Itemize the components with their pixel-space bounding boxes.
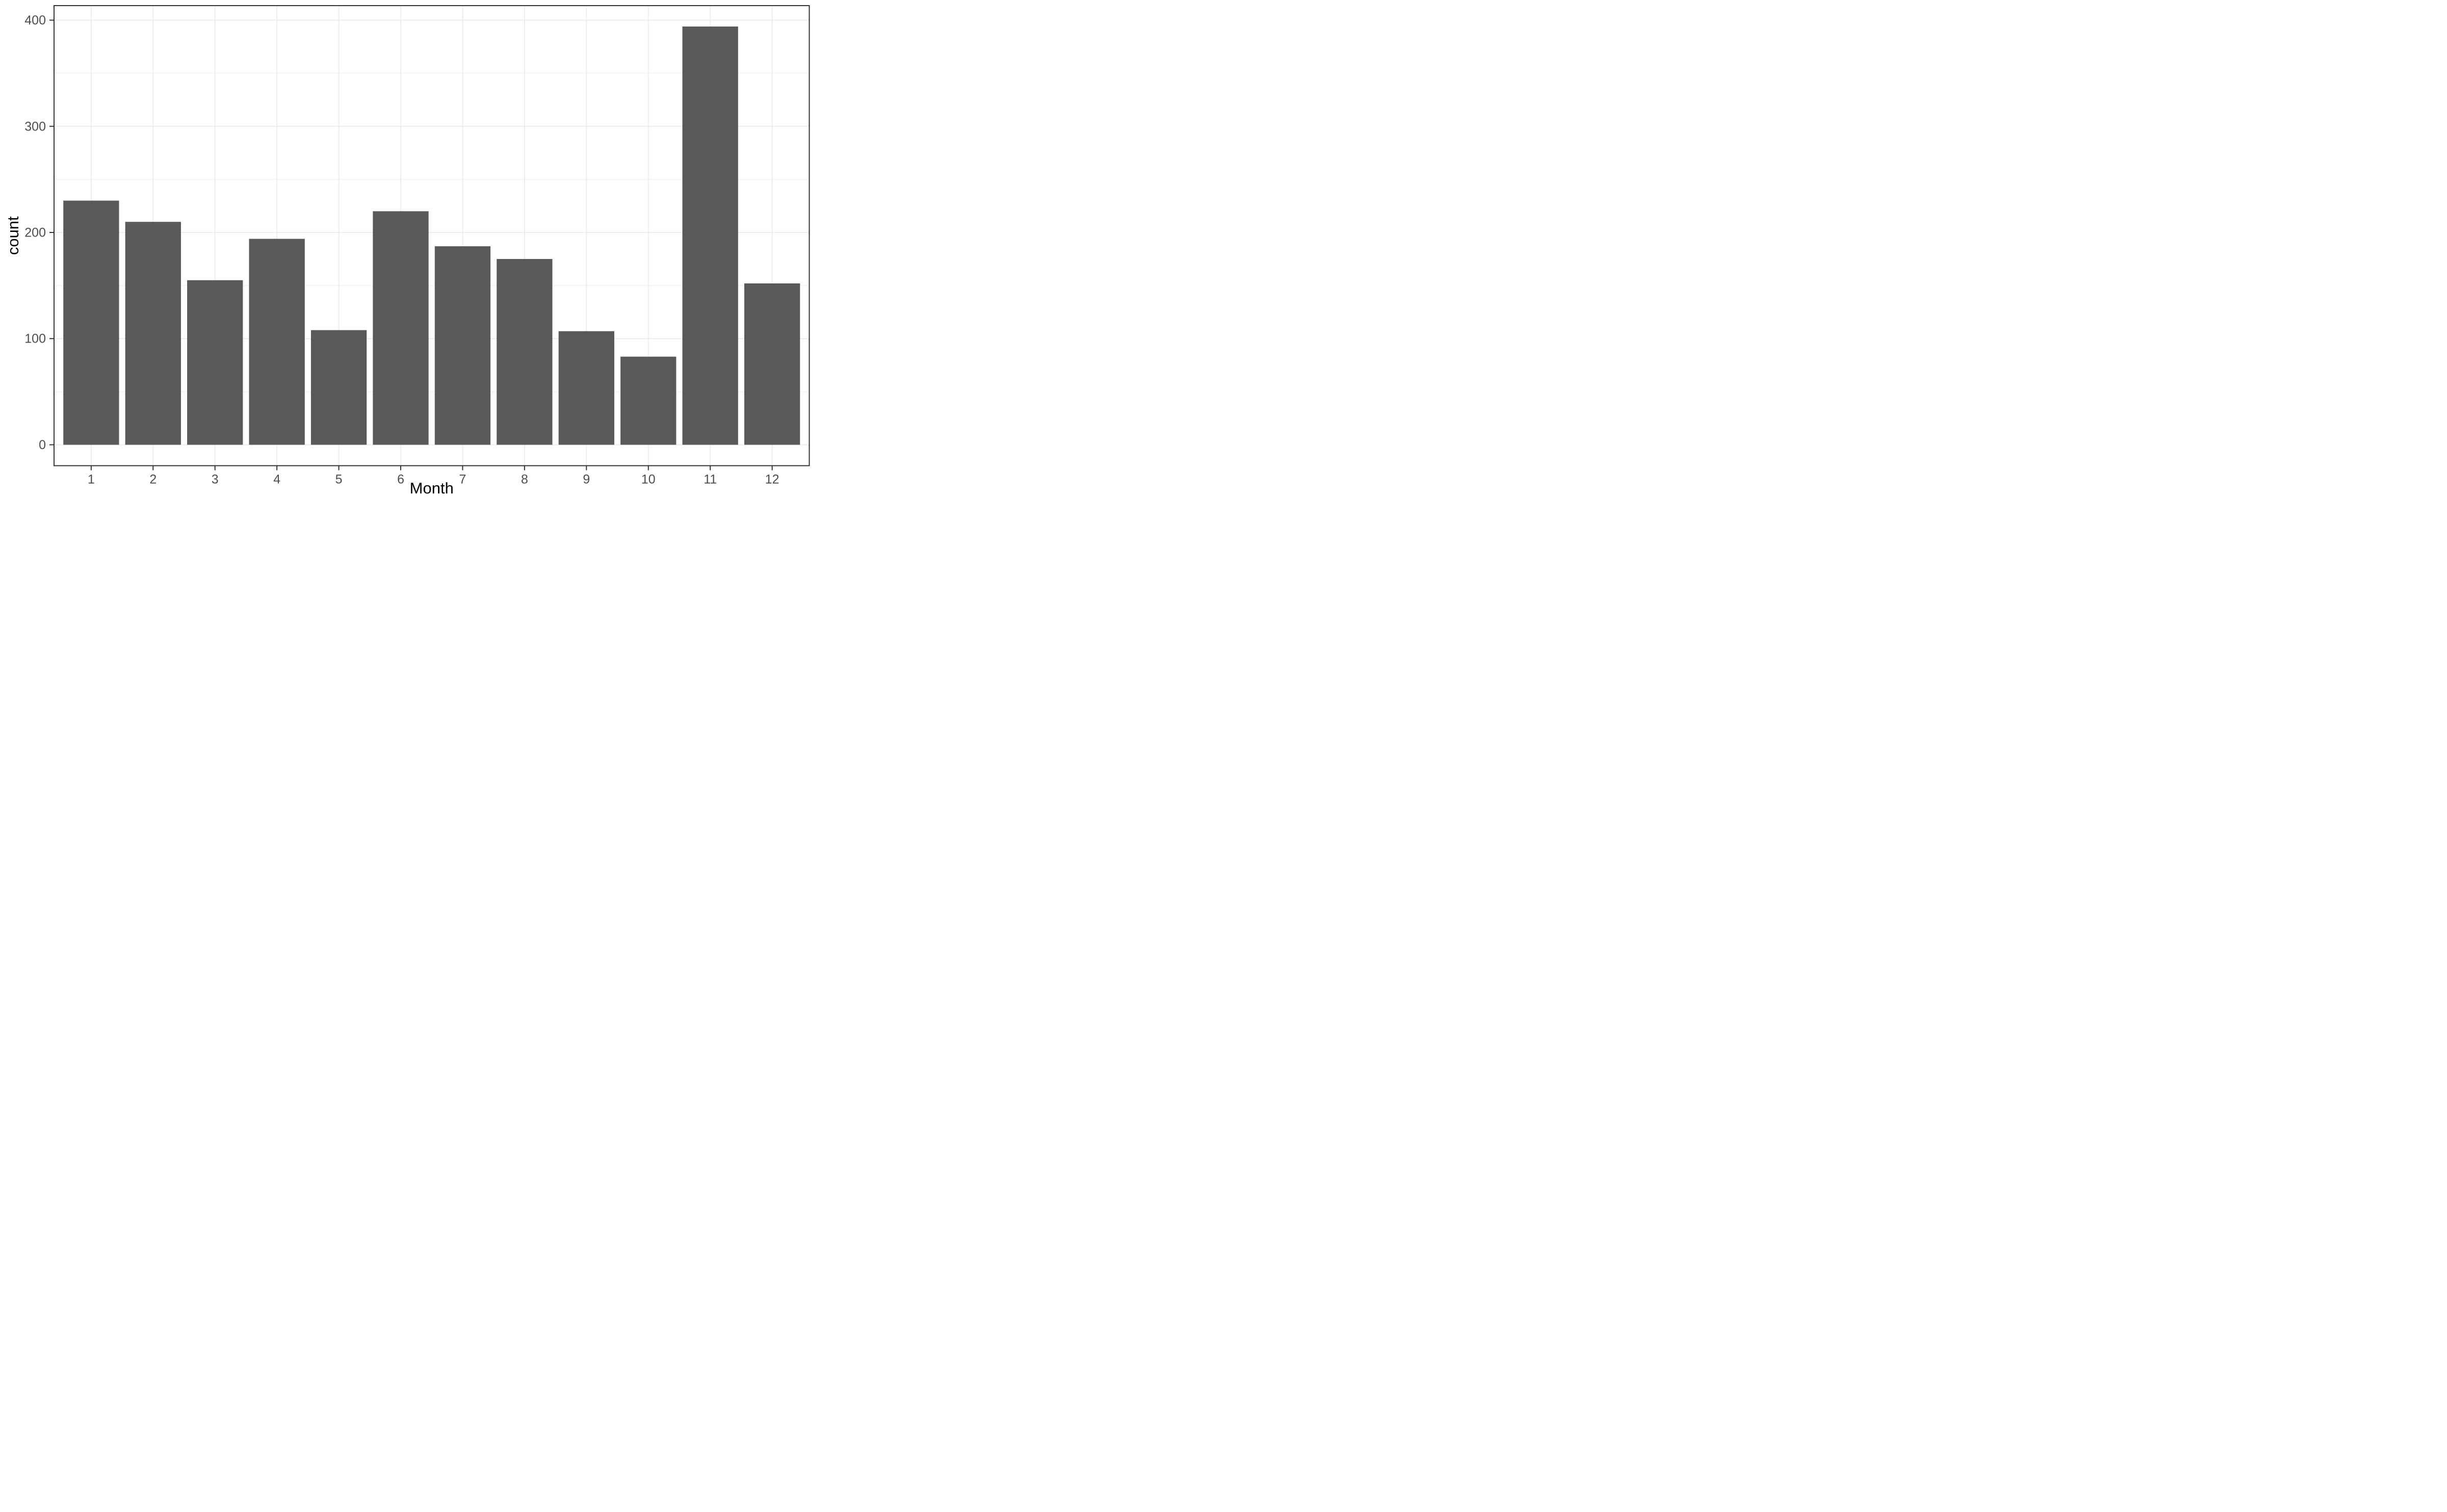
bars-layer bbox=[63, 27, 800, 445]
axis-ticks-layer bbox=[49, 19, 773, 471]
bar-month-10 bbox=[620, 356, 676, 445]
bar-month-3 bbox=[187, 280, 243, 445]
bar-month-1 bbox=[63, 200, 119, 445]
x-axis-tick-label: 1 bbox=[88, 473, 95, 487]
bar-month-5 bbox=[310, 330, 367, 445]
x-axis-tick-label: 2 bbox=[149, 473, 157, 487]
bar-month-6 bbox=[373, 211, 429, 445]
bar-month-7 bbox=[434, 246, 491, 445]
bar-month-12 bbox=[744, 283, 800, 445]
x-axis-tick-label: 9 bbox=[583, 473, 590, 487]
x-axis-tick-label: 6 bbox=[397, 473, 404, 487]
x-axis-tick-label: 10 bbox=[641, 473, 656, 487]
y-axis-tick-label: 400 bbox=[24, 13, 46, 28]
x-axis-title: Month bbox=[410, 479, 454, 497]
panel-border bbox=[54, 5, 810, 466]
y-axis-tick-label: 300 bbox=[24, 119, 46, 134]
x-axis-tick-label: 5 bbox=[335, 473, 343, 487]
y-axis-tick-label: 0 bbox=[39, 438, 46, 452]
x-axis-tick-label: 4 bbox=[273, 473, 280, 487]
y-axis-tick-label: 200 bbox=[24, 226, 46, 240]
x-axis-tick-label: 7 bbox=[459, 473, 466, 487]
bar-month-9 bbox=[558, 331, 614, 445]
bar-month-2 bbox=[125, 222, 181, 445]
x-axis-tick-label: 12 bbox=[765, 473, 779, 487]
x-axis-tick-label: 8 bbox=[521, 473, 528, 487]
y-axis-title: count bbox=[4, 216, 22, 255]
bar-chart-figure: 0 100 200 300 400 1 2 3 4 5 6 7 8 9 10 11 12 Month count bbox=[0, 0, 816, 504]
x-axis-tick-label: 11 bbox=[704, 473, 717, 487]
y-axis-tick-label: 100 bbox=[24, 332, 46, 346]
x-axis-tick-label: 3 bbox=[212, 473, 219, 487]
panel-border-layer bbox=[54, 5, 810, 466]
bar-month-11 bbox=[682, 27, 738, 445]
bar-month-8 bbox=[497, 259, 553, 445]
bar-month-4 bbox=[249, 239, 305, 445]
